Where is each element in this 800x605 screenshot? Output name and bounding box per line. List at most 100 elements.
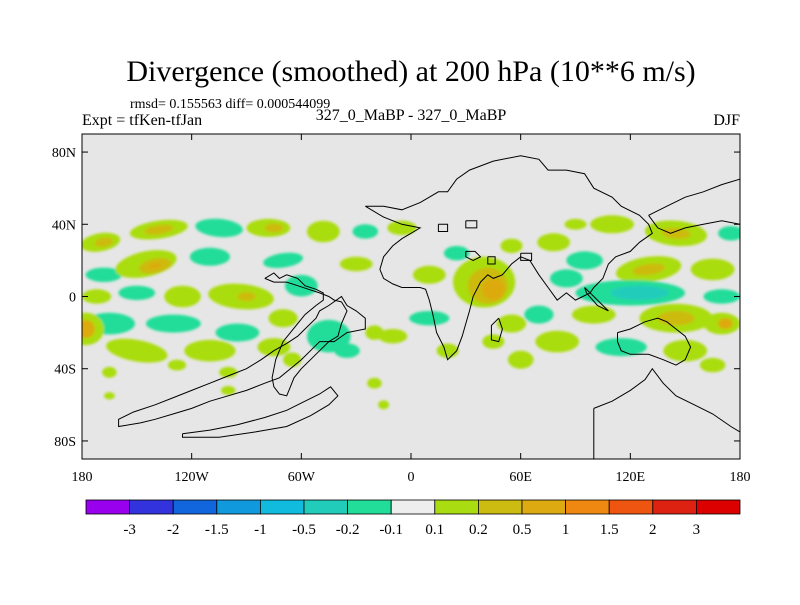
colorbar-label-7: 0.1 [425, 522, 444, 538]
divergence-field [82, 215, 740, 410]
y-tick-label-4: 80S [54, 435, 76, 450]
coastline-11 [520, 252, 533, 261]
field-blob-7 [306, 220, 340, 243]
colorbar-label-9: 0.5 [513, 522, 532, 538]
colorbar: -3 -2 -1.5 -1 -0.5 -0.2 -0.1 0.1 0.2 0.5 1 1.5 2 3 [85, 499, 741, 538]
colorbar-swatch-12 [608, 499, 654, 515]
y-tick-label-2: 0 [69, 291, 76, 306]
field-blob-27 [82, 320, 95, 338]
x-tick-label-4: 60E [509, 470, 532, 485]
colorbar-label-10: 1 [562, 522, 570, 538]
field-blob-73 [657, 311, 695, 326]
colorbar-swatch-14 [696, 499, 741, 515]
field-blob-71 [571, 305, 616, 324]
field-blob-37 [334, 343, 360, 358]
colorbar-swatch-4 [259, 499, 305, 515]
field-blob-55 [535, 330, 580, 353]
field-blob-54 [507, 350, 534, 369]
field-blob-17 [118, 285, 156, 301]
x-tick-label-2: 60W [288, 470, 316, 485]
field-blob-8 [352, 224, 379, 239]
field-blob-16 [82, 289, 112, 304]
field-blob-58 [537, 233, 570, 252]
field-blob-9 [85, 267, 123, 282]
field-blob-35 [219, 366, 238, 378]
colorbar-swatch-8 [434, 499, 479, 515]
coastline-0 [118, 295, 366, 428]
chart-title: Divergence (smoothed) at 200 hPa (10**6 … [126, 55, 695, 88]
field-blob-1 [94, 237, 113, 248]
coastline-7 [490, 317, 503, 343]
coastline-6 [593, 367, 740, 459]
field-blob-62 [661, 227, 691, 239]
colorbar-label-0: -3 [123, 522, 136, 538]
experiment-label: Expt = tfKen-tfJan [82, 112, 202, 129]
coastline-5 [617, 317, 692, 366]
field-blob-57 [550, 269, 583, 288]
coastline-8 [584, 287, 609, 312]
field-blob-43 [412, 265, 446, 284]
field-blob-14 [263, 252, 304, 269]
colorbar-label-3: -1 [254, 522, 267, 538]
field-blob-50 [443, 246, 470, 261]
field-blob-20 [237, 292, 256, 301]
x-tick-label-6: 180 [730, 470, 751, 485]
coastline-12 [437, 223, 449, 232]
colorbar-swatch-3 [216, 499, 261, 515]
coastline-3 [365, 155, 653, 361]
colorbar-label-5: -0.2 [336, 522, 360, 538]
colorbar-swatch-6 [347, 499, 392, 515]
field-blob-28 [106, 338, 168, 363]
colorbar-label-8: 0.2 [469, 522, 488, 538]
colorbar-label-2: -1.5 [205, 522, 229, 538]
coastlines [118, 155, 740, 459]
field-blob-38 [367, 377, 382, 389]
colorbar-label-6: -0.1 [379, 522, 403, 538]
field-blob-29 [184, 339, 236, 362]
field-blob-51 [500, 238, 523, 254]
season-label: DJF [713, 112, 740, 129]
field-blob-67 [690, 258, 735, 281]
field-blob-64 [566, 251, 603, 270]
coastline-9 [465, 250, 482, 261]
comparison-label: 327_0_MaBP - 327_0_MaBP [316, 107, 507, 124]
coastline-10 [487, 256, 496, 265]
field-blob-77 [663, 339, 708, 362]
field-blob-66 [632, 263, 665, 276]
field-blob-46 [436, 343, 459, 358]
colorbar-swatch-2 [172, 499, 218, 515]
field-blob-24 [215, 323, 260, 342]
field-blob-70 [703, 289, 740, 304]
field-blob-25 [268, 309, 298, 328]
y-tick-label-0: 80N [52, 146, 76, 161]
field-blob-69 [610, 285, 669, 301]
field-blob-6 [264, 223, 283, 233]
field-blob-21 [284, 274, 318, 297]
field-blob-44 [409, 311, 450, 326]
coastline-13 [465, 220, 478, 229]
field-blob-76 [595, 338, 647, 357]
y-tick-label-3: 40S [54, 363, 76, 378]
field-blob-45 [378, 329, 408, 344]
field-blob-41 [378, 400, 390, 410]
field-blob-53 [482, 334, 505, 349]
colorbar-swatch-0 [85, 499, 130, 515]
field-blob-42 [387, 220, 417, 236]
field-blob-36 [283, 352, 302, 367]
colorbar-swatch-13 [652, 499, 697, 515]
colorbar-swatch-11 [565, 499, 610, 515]
y-tick-label-1: 40N [52, 218, 76, 233]
axis-ticks: 180 120W 60W 0 60E 120E 180 80N 40N 0 40S 80S [52, 134, 751, 485]
field-blob-75 [718, 318, 733, 329]
colorbar-swatch-10 [521, 499, 566, 515]
colorbar-label-11: 1.5 [600, 522, 619, 538]
field-blob-49 [482, 278, 505, 301]
colorbar-label-12: 2 [649, 522, 657, 538]
field-blob-56 [524, 305, 554, 324]
field-blob-30 [257, 338, 291, 357]
coastline-1 [182, 386, 339, 438]
field-blob-18 [164, 285, 201, 308]
field-blob-3 [144, 224, 174, 235]
field-blob-4 [195, 218, 243, 238]
